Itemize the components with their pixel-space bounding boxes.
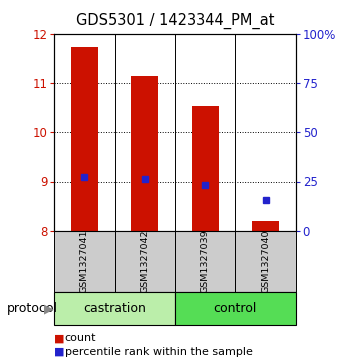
Text: ■: ■: [54, 333, 65, 343]
Bar: [54, 231, 115, 292]
Text: GSM1327039: GSM1327039: [201, 229, 210, 293]
Bar: [54, 292, 175, 325]
Text: ■: ■: [54, 347, 65, 357]
Bar: [235, 231, 296, 292]
Text: control: control: [214, 302, 257, 315]
Bar: [175, 292, 296, 325]
Bar: [71, 47, 98, 231]
Text: count: count: [65, 333, 96, 343]
Bar: [131, 76, 159, 231]
Text: ▶: ▶: [44, 302, 54, 315]
Text: GSM1327041: GSM1327041: [80, 230, 89, 293]
Text: GSM1327042: GSM1327042: [140, 230, 149, 293]
Bar: [175, 231, 235, 292]
Bar: [252, 221, 279, 231]
Text: castration: castration: [83, 302, 146, 315]
Text: percentile rank within the sample: percentile rank within the sample: [65, 347, 253, 357]
Bar: [115, 231, 175, 292]
Text: GDS5301 / 1423344_PM_at: GDS5301 / 1423344_PM_at: [76, 13, 274, 29]
Bar: [191, 106, 219, 231]
Text: protocol: protocol: [7, 302, 58, 315]
Text: GSM1327040: GSM1327040: [261, 230, 270, 293]
